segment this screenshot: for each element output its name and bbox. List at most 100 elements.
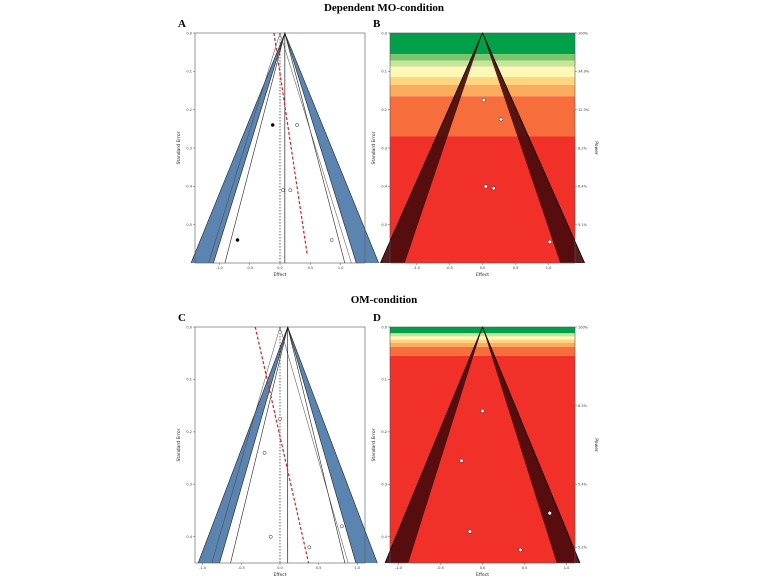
- y-tick-label-b-5: 0.5: [381, 223, 387, 227]
- heading-dependent-mo-condition: Dependent MO-condition: [323, 2, 445, 14]
- y-tick-label-b-2: 0.2: [381, 108, 387, 112]
- y-axis-label-b: Standard Error: [371, 131, 377, 164]
- y-tick-label-c-3: 0.3: [186, 483, 192, 487]
- x-axis-label-b: Effect: [476, 272, 489, 278]
- study-point-d-2: [547, 511, 552, 516]
- panel-c: [193, 325, 378, 565]
- power-band-b-0: [390, 33, 575, 55]
- x-tick-label-d-0: -1.0: [395, 566, 402, 570]
- panel-letter-a: A: [178, 18, 186, 30]
- x-tick-label-d-3: 0.5: [522, 566, 528, 570]
- power-band-b-4: [390, 77, 575, 85]
- power-band-d-5: [390, 346, 575, 356]
- power-tick-label-b-3: 8.2%: [578, 146, 588, 150]
- y-tick-label-c-1: 0.1: [186, 378, 192, 382]
- y-tick-label-a-1: 0.1: [186, 70, 192, 74]
- power-band-d-0: [390, 327, 575, 334]
- y-axis-label-c: Standard Error: [176, 428, 182, 461]
- x-axis-label-c: Effect: [274, 572, 287, 576]
- x-tick-label-a-1: -0.5: [246, 266, 253, 270]
- study-point-b-0: [481, 98, 486, 103]
- y-tick-label-c-2: 0.2: [186, 430, 192, 434]
- y-tick-label-c-0: 0.0: [186, 325, 192, 329]
- x-tick-label-b-1: -0.5: [446, 266, 453, 270]
- power-tick-label-d-1: 8.5%: [578, 404, 588, 408]
- power-band-d-3: [390, 339, 575, 343]
- power-band-b-2: [390, 60, 575, 67]
- y-tick-label-d-2: 0.2: [381, 430, 387, 434]
- y-tick-label-b-1: 0.1: [381, 70, 387, 74]
- y-tick-label-c-4: 0.4: [186, 535, 192, 539]
- panel-letter-c: C: [178, 312, 186, 324]
- power-tick-label-b-4: 6.4%: [578, 185, 588, 189]
- power-band-d-4: [390, 342, 575, 347]
- power-band-d-6: [390, 355, 575, 563]
- study-point-c-4: [339, 524, 344, 529]
- x-tick-label-b-4: 1.0: [546, 266, 552, 270]
- study-point-a-4: [288, 188, 293, 193]
- y-tick-label-d-3: 0.3: [381, 483, 387, 487]
- power-tick-label-b-5: 5.1%: [578, 223, 588, 227]
- study-point-c-1: [262, 451, 267, 455]
- x-tick-label-b-3: 0.5: [513, 266, 519, 270]
- x-tick-label-c-1: -0.5: [238, 566, 245, 570]
- power-band-b-6: [390, 96, 575, 137]
- study-point-d-0: [480, 408, 485, 413]
- study-point-a-5: [329, 238, 334, 242]
- x-tick-label-a-2: 0.0: [277, 266, 283, 270]
- study-point-b-1: [498, 117, 504, 122]
- power-band-b-3: [390, 66, 575, 78]
- x-tick-label-c-0: -1.0: [199, 566, 206, 570]
- x-tick-label-b-2: 0.0: [480, 266, 486, 270]
- study-point-d-3: [467, 529, 472, 534]
- panel-letter-b: B: [373, 18, 381, 30]
- y-tick-label-b-4: 0.4: [381, 185, 387, 189]
- power-tick-label-d-3: 5.2%: [578, 546, 588, 550]
- study-point-c-2: [268, 534, 273, 539]
- power-tick-label-b-2: 12.3%: [578, 108, 590, 112]
- egger-line-a: [273, 32, 308, 256]
- power-band-d-1: [390, 333, 575, 337]
- x-tick-label-d-4: 1.0: [564, 566, 570, 570]
- y-tick-label-a-3: 0.3: [186, 146, 192, 150]
- power-tick-label-d-2: 5.4%: [578, 483, 588, 487]
- power-axis-label-d: Power: [593, 438, 599, 452]
- power-band-b-1: [390, 54, 575, 61]
- y-axis-label-a: Standard Error: [176, 131, 182, 164]
- y-tick-label-a-0: 0.0: [186, 31, 192, 35]
- panel-a: [190, 31, 379, 265]
- y-tick-label-d-0: 0.0: [381, 325, 387, 329]
- panel-letter-d: D: [373, 312, 381, 324]
- x-tick-label-c-4: 1.0: [354, 566, 360, 570]
- y-tick-label-a-5: 0.5: [186, 223, 192, 227]
- study-point-b-2: [483, 184, 488, 189]
- x-tick-label-b-0: -1.0: [413, 266, 420, 270]
- panel-b: [380, 32, 585, 265]
- study-point-b-4: [547, 239, 552, 244]
- y-axis-label-d: Standard Error: [371, 428, 377, 461]
- study-point-c-0: [278, 416, 282, 421]
- x-tick-label-a-4: 1.0: [338, 266, 344, 270]
- y-tick-label-d-4: 0.4: [381, 535, 387, 539]
- power-tick-label-b-0: 100%: [578, 31, 589, 35]
- y-tick-label-b-3: 0.3: [381, 146, 387, 150]
- y-tick-label-b-0: 0.0: [381, 31, 387, 35]
- study-point-a-1: [270, 123, 275, 127]
- x-tick-label-d-1: -0.5: [437, 566, 444, 570]
- study-point-d-1: [459, 458, 464, 463]
- power-band-b-5: [390, 84, 575, 97]
- x-tick-label-c-3: 0.5: [316, 566, 322, 570]
- power-axis-label-b: Power: [593, 141, 599, 155]
- x-axis-label-d: Effect: [476, 572, 489, 576]
- egger-line-c: [254, 326, 310, 564]
- x-axis-label-a: Effect: [274, 272, 287, 278]
- y-tick-label-d-1: 0.1: [381, 378, 387, 382]
- y-tick-label-a-4: 0.4: [186, 185, 192, 189]
- panel-d: [384, 325, 581, 565]
- study-point-a-2: [295, 123, 299, 127]
- x-tick-label-a-3: 0.5: [308, 266, 314, 270]
- study-point-d-4: [518, 547, 523, 552]
- study-point-c-3: [307, 545, 312, 550]
- x-tick-label-c-2: 0.0: [277, 566, 283, 570]
